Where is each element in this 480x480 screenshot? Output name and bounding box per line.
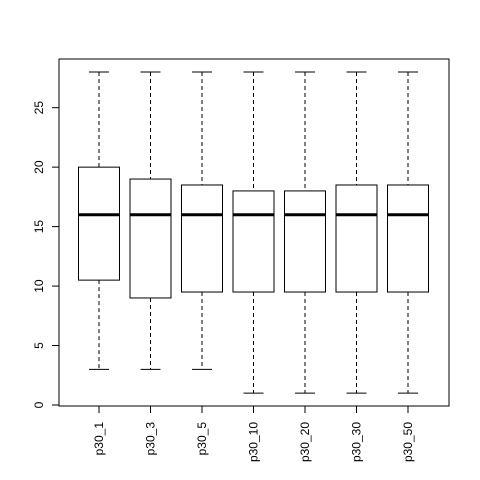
y-tick-label: 15 xyxy=(32,220,46,234)
box-p30_3 xyxy=(129,71,172,370)
x-tick-label: p30_5 xyxy=(195,422,209,456)
y-tick-label: 20 xyxy=(32,160,46,174)
y-tick-label: 0 xyxy=(32,401,46,408)
box-p30_20 xyxy=(284,71,326,394)
x-tick-label: p30_20 xyxy=(298,422,312,462)
x-tick-label: p30_1 xyxy=(92,422,106,456)
iqr-box xyxy=(181,184,223,293)
x-tick-label: p30_50 xyxy=(401,422,415,462)
y-tick-label: 5 xyxy=(32,342,46,349)
iqr-box xyxy=(387,184,429,293)
y-tick-label: 25 xyxy=(32,101,46,115)
x-axis: p30_1 p30_3 p30_5 p30_10 p30_20 p30_30 p30_50 xyxy=(92,405,415,462)
x-tick-label: p30_30 xyxy=(350,422,364,462)
y-tick-label: 10 xyxy=(32,279,46,293)
x-tick-label: p30_3 xyxy=(144,422,158,456)
box-p30_10 xyxy=(232,71,275,394)
iqr-box xyxy=(284,190,326,293)
box-p30_50 xyxy=(387,71,429,394)
iqr-box xyxy=(78,166,120,281)
box-p30_5 xyxy=(181,71,223,370)
boxes xyxy=(78,71,429,394)
box-p30_30 xyxy=(335,71,378,394)
x-tick-label: p30_10 xyxy=(247,422,261,462)
iqr-box xyxy=(335,184,378,293)
y-axis: 0 5 10 15 20 25 xyxy=(32,101,60,408)
iqr-box xyxy=(232,190,275,293)
box-p30_1 xyxy=(78,71,120,370)
iqr-box xyxy=(129,178,172,299)
